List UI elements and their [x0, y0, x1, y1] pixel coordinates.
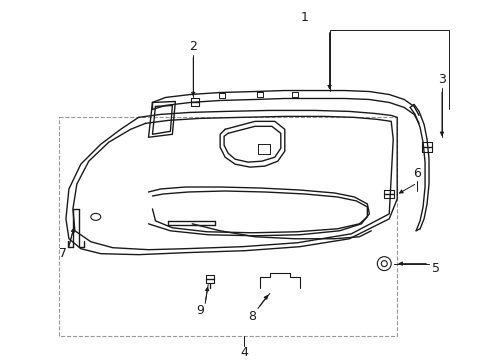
Text: 5: 5 — [431, 262, 439, 275]
Text: 9: 9 — [196, 304, 204, 317]
Text: 8: 8 — [247, 310, 255, 323]
Text: 2: 2 — [189, 40, 197, 53]
Text: 6: 6 — [412, 167, 420, 180]
Text: 3: 3 — [437, 73, 445, 86]
Text: 7: 7 — [59, 247, 67, 260]
Text: 1: 1 — [300, 12, 308, 24]
Text: 4: 4 — [240, 346, 247, 359]
